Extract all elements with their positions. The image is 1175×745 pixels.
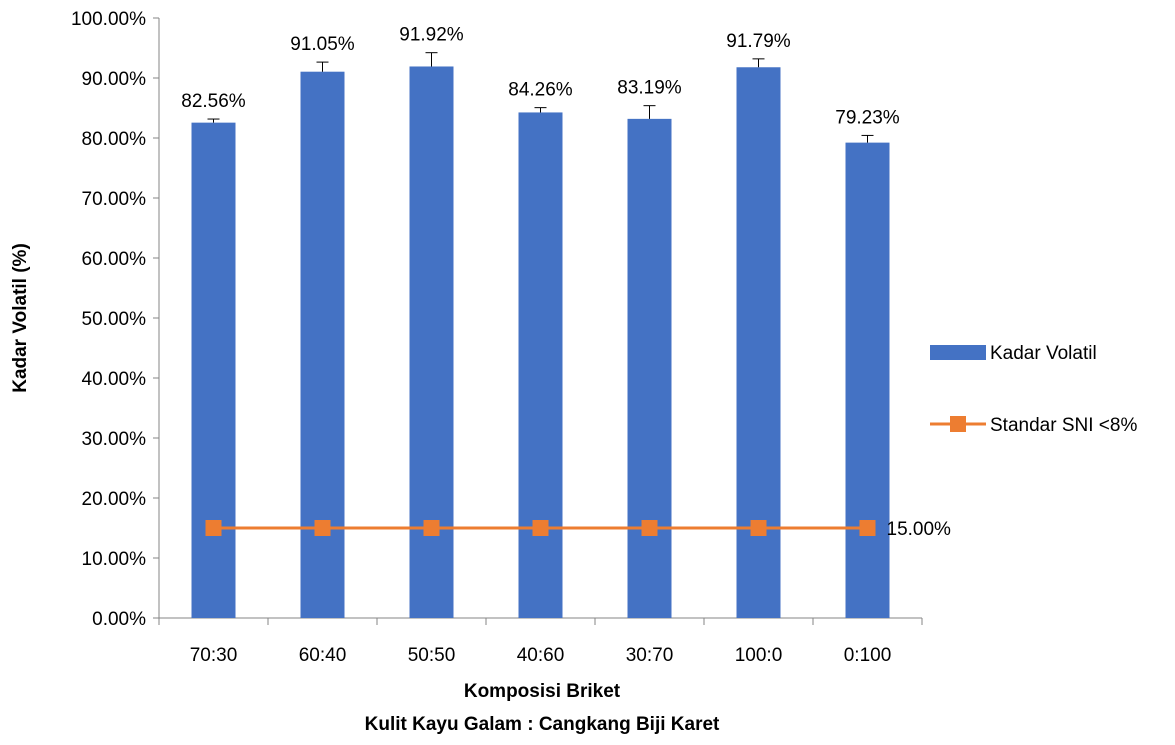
bar [845, 142, 890, 618]
y-axis: 0.00% 10.00% 20.00% 30.00% 40.00% 50.00% 60.00… [71, 9, 160, 630]
x-tick-label: 50:50 [408, 645, 456, 666]
data-label: 91.05% [290, 34, 355, 55]
x-tick-label: 40:60 [517, 645, 565, 666]
y-tick-label: 50.00% [82, 309, 147, 330]
y-tick-label: 90.00% [82, 69, 147, 90]
data-label: 83.19% [617, 78, 682, 99]
x-axis-subtitle: Kulit Kayu Galam : Cangkang Biji Karet [365, 714, 720, 735]
bar [191, 122, 236, 618]
y-tick-label: 80.00% [82, 129, 147, 150]
legend-swatch-bar [930, 345, 986, 360]
y-tick-label: 10.00% [82, 549, 147, 570]
line-end-label: 15.00% [887, 519, 952, 540]
line-marker [641, 520, 658, 536]
y-tick-label: 40.00% [82, 369, 147, 390]
y-tick-label: 100.00% [71, 9, 146, 30]
y-axis-title: Kadar Volatil (%) [10, 243, 31, 393]
line-marker [205, 520, 222, 536]
x-tick-label: 60:40 [299, 645, 347, 666]
legend-label-bar: Kadar Volatil [990, 343, 1097, 364]
data-label: 82.56% [181, 91, 246, 112]
data-label: 91.79% [726, 31, 791, 52]
y-tick-label: 0.00% [92, 609, 146, 630]
legend: Kadar Volatil Standar SNI <8% [930, 343, 1137, 436]
line-marker [750, 520, 767, 536]
x-tick-label: 70:30 [190, 645, 238, 666]
data-label: 84.26% [508, 80, 573, 101]
data-label: 91.92% [399, 25, 464, 46]
bar [300, 71, 345, 618]
y-tick-label: 70.00% [82, 189, 147, 210]
legend-swatch-marker [950, 416, 966, 432]
line-marker [532, 520, 549, 536]
line-series: 15.00% [205, 519, 952, 540]
error-bars [207, 52, 874, 143]
x-axis: 70:30 60:40 50:50 40:60 30:70 100:0 0:100 [158, 617, 923, 666]
data-label: 79.23% [835, 107, 900, 128]
line-marker [423, 520, 440, 536]
x-tick-label: 0:100 [844, 645, 892, 666]
data-labels: 82.56% 91.05% 91.92% 84.26% 83.19% 91.79% 79.2… [181, 25, 900, 129]
bar [627, 118, 672, 619]
y-tick-label: 60.00% [82, 249, 147, 270]
y-tick-label: 20.00% [82, 489, 147, 510]
line-marker [314, 520, 331, 536]
legend-label-line: Standar SNI <8% [990, 415, 1137, 436]
line-marker [859, 520, 876, 536]
x-axis-title: Komposisi Briket [464, 681, 621, 702]
x-tick-label: 30:70 [626, 645, 674, 666]
x-tick-label: 100:0 [735, 645, 783, 666]
bar [518, 112, 563, 618]
y-tick-label: 30.00% [82, 429, 147, 450]
